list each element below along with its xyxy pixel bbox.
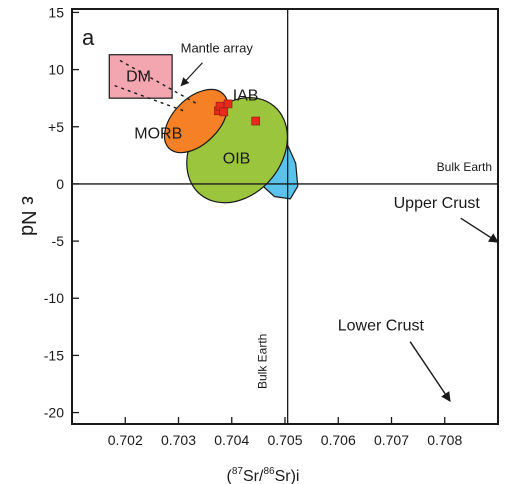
y-axis-label: ε Nd <box>17 196 39 236</box>
y-tick-label-0: 15 <box>48 4 64 20</box>
y-tick-label-3: 0 <box>56 176 64 192</box>
field-label-iab: IAB <box>233 88 259 105</box>
x-tick-label-2: 0.704 <box>214 432 249 448</box>
field-label-morb: MORB <box>134 125 182 142</box>
x-label-sup-87: 87 <box>232 466 244 477</box>
annotation-arrow-0 <box>460 217 499 243</box>
sample-point-4 <box>251 116 261 126</box>
y-tick-label-5: -10 <box>44 290 64 306</box>
x-tick-label-0: 0.702 <box>108 432 143 448</box>
y-tick-label-2: +5 <box>48 119 64 135</box>
x-label-sr1: Sr/ <box>243 468 264 484</box>
field-label-oib: OIB <box>223 151 251 168</box>
annotation-arrow-1 <box>409 341 451 402</box>
x-label-open: ( <box>227 468 233 484</box>
sample-point-2 <box>219 107 229 117</box>
x-tick-label-5: 0.707 <box>374 432 409 448</box>
bulk-earth-vertical-label: Bulk Earth <box>256 334 270 389</box>
x-label-sr2: Sr)i <box>275 468 300 484</box>
y-tick-label-1: 10 <box>48 62 64 78</box>
y-tick-label-7: -20 <box>44 405 64 421</box>
x-tick-label-4: 0.706 <box>321 432 356 448</box>
x-label-sup-86: 86 <box>263 466 275 477</box>
x-tick-label-6: 0.708 <box>427 432 462 448</box>
x-tick-label-3: 0.705 <box>267 432 302 448</box>
mantle-array-band-lower <box>114 84 187 113</box>
mantle-array-band-upper <box>119 59 198 105</box>
panel-label: a <box>82 25 95 50</box>
y-tick-label-6: -15 <box>44 347 64 363</box>
x-tick-label-1: 0.703 <box>161 432 196 448</box>
mantle-array-arrow <box>180 62 203 87</box>
annotation-label-1: Lower Crust <box>338 318 425 335</box>
field-dm <box>108 54 173 99</box>
field-label-dm: DM <box>126 68 151 85</box>
x-axis-label: (87Sr/86Sr)i <box>227 466 300 484</box>
y-tick-label-4: -5 <box>52 233 65 249</box>
field-morb <box>163 88 229 154</box>
annotation-label-0: Upper Crust <box>394 195 481 212</box>
mantle-array-label: Mantle array <box>181 40 254 55</box>
bulk-earth-horizontal-label: Bulk Earth <box>437 160 492 174</box>
sample-point-3 <box>223 99 233 109</box>
